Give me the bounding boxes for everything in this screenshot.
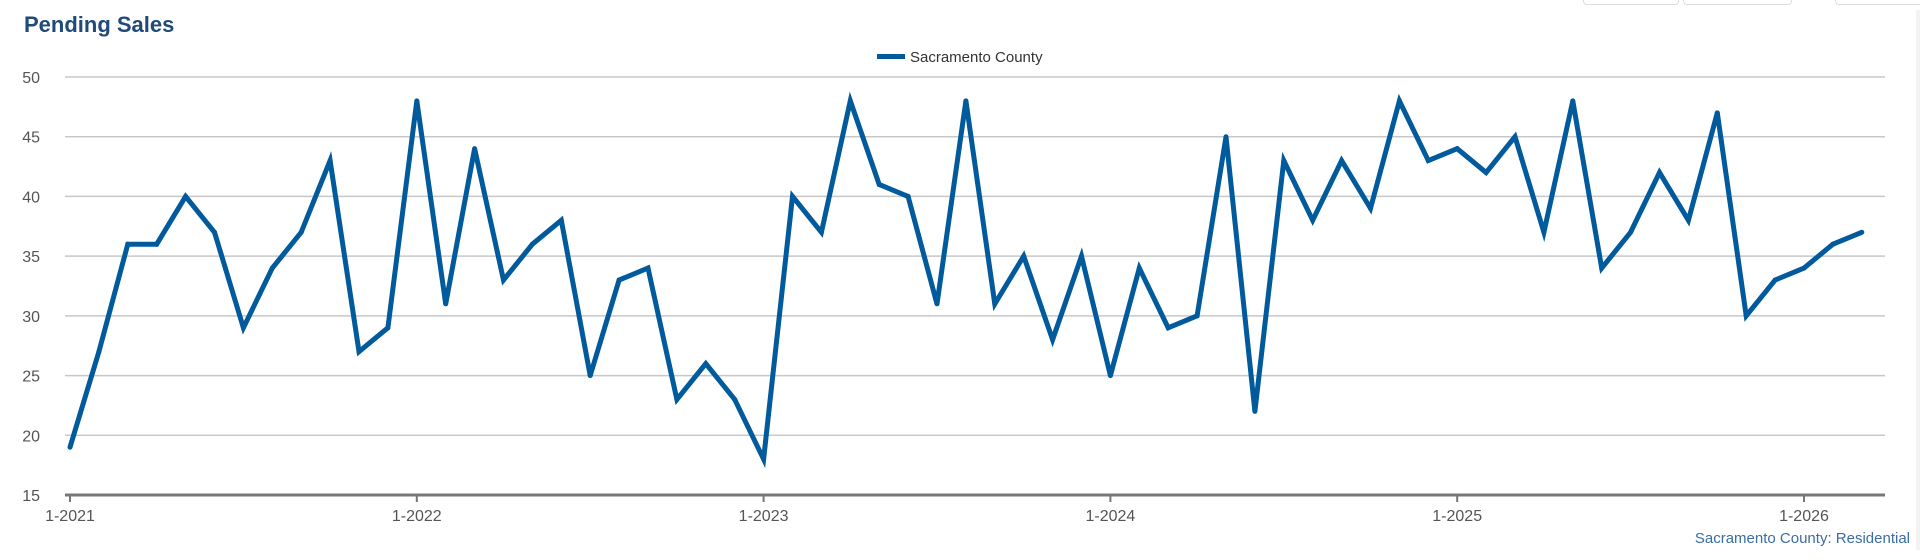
- data-point: [327, 158, 333, 164]
- y-tick-label: 30: [22, 309, 40, 326]
- data-point: [96, 349, 102, 355]
- data-point: [298, 229, 304, 235]
- data-point: [1628, 229, 1634, 235]
- y-tick-label: 50: [22, 70, 40, 87]
- y-tick-label: 40: [22, 189, 40, 206]
- data-point: [1223, 134, 1229, 140]
- data-point: [1714, 110, 1720, 116]
- y-tick-label: 45: [22, 130, 40, 147]
- toolbar-button[interactable]: [1835, 0, 1920, 5]
- data-point: [1165, 325, 1171, 331]
- scrollbar[interactable]: [1916, 10, 1920, 550]
- data-point: [934, 301, 940, 307]
- series-line-sacramento-county: [67, 91, 1863, 469]
- data-point: [818, 229, 824, 235]
- data-point: [1252, 408, 1258, 414]
- data-point: [703, 361, 709, 367]
- data-point: [1685, 217, 1691, 223]
- data-point: [154, 241, 160, 247]
- data-point: [1512, 134, 1518, 140]
- data-point: [587, 373, 593, 379]
- data-point: [240, 325, 246, 331]
- data-point: [645, 265, 651, 271]
- legend-label: Sacramento County: [910, 49, 1043, 66]
- data-points: [67, 98, 1865, 462]
- legend[interactable]: Sacramento County: [877, 49, 1043, 66]
- data-point: [529, 241, 535, 247]
- data-point: [1281, 158, 1287, 164]
- y-tick-label: 25: [22, 369, 40, 386]
- y-axis: 15 20 25 30 35 40 45 50: [22, 70, 40, 505]
- toolbar-button[interactable]: [1683, 0, 1792, 5]
- data-point: [1050, 337, 1056, 343]
- data-point: [1079, 253, 1084, 259]
- data-point: [1541, 229, 1547, 235]
- data-point: [847, 98, 853, 104]
- data-point: [472, 146, 478, 152]
- data-point: [905, 193, 911, 199]
- x-axis: 1-2021 1-2022 1-2023 1-2024 1-2025 1-2026: [45, 493, 1885, 525]
- data-point: [125, 241, 131, 247]
- data-point: [1801, 265, 1807, 271]
- x-tick-label: 1-2023: [739, 508, 789, 525]
- data-point: [1396, 98, 1402, 104]
- y-tick-label: 15: [22, 488, 40, 505]
- data-point: [1570, 98, 1576, 104]
- data-point: [1830, 241, 1836, 247]
- data-point: [1454, 146, 1460, 152]
- legend-swatch: [877, 54, 905, 59]
- x-tick-label: 1-2026: [1779, 508, 1829, 525]
- data-point: [1425, 158, 1431, 164]
- data-point: [67, 444, 73, 450]
- data-point: [414, 98, 420, 104]
- toolbar-button[interactable]: [1583, 0, 1679, 5]
- data-point: [1107, 373, 1113, 379]
- data-point: [1743, 313, 1749, 319]
- y-tick-label: 20: [22, 428, 40, 445]
- data-point: [992, 301, 998, 307]
- data-point: [1368, 205, 1373, 211]
- data-point: [558, 217, 564, 223]
- chart-title: Pending Sales: [24, 12, 175, 37]
- data-point: [1599, 265, 1605, 271]
- data-point: [1021, 253, 1027, 259]
- data-point: [616, 277, 622, 283]
- data-point: [1310, 217, 1316, 223]
- data-point: [183, 193, 189, 199]
- y-tick-label: 35: [22, 249, 40, 266]
- x-tick-label: 1-2024: [1085, 508, 1135, 525]
- footer-source-label: Sacramento County: Residential: [1694, 530, 1910, 547]
- data-point: [385, 325, 391, 331]
- data-point: [674, 396, 680, 402]
- data-point: [1772, 277, 1778, 283]
- x-tick-label: 1-2025: [1432, 508, 1482, 525]
- data-point: [1339, 158, 1345, 164]
- data-point: [876, 181, 882, 187]
- data-point: [790, 193, 795, 199]
- data-point: [732, 396, 738, 402]
- x-tick-label: 1-2021: [45, 508, 95, 525]
- data-point: [761, 456, 767, 462]
- data-point: [963, 98, 969, 104]
- data-point: [212, 229, 217, 235]
- data-point: [269, 265, 275, 271]
- data-point: [1483, 170, 1489, 176]
- grid: [65, 76, 1885, 437]
- data-point: [1136, 265, 1142, 271]
- data-point: [443, 301, 449, 307]
- data-point: [1859, 229, 1865, 235]
- x-tick-label: 1-2022: [392, 508, 442, 525]
- data-point: [356, 349, 362, 355]
- data-point: [1657, 170, 1662, 176]
- data-point: [501, 277, 506, 283]
- data-point: [1194, 313, 1200, 319]
